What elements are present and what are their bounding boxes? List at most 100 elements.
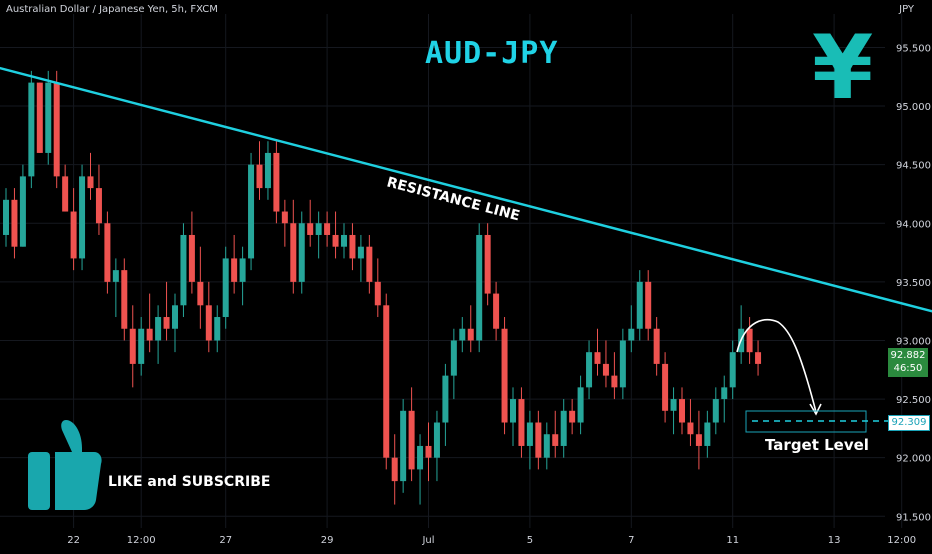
candle-body (256, 164, 263, 189)
resistance-line (0, 66, 932, 313)
x-tick-label: 7 (628, 535, 634, 546)
annotations: RESISTANCE LINE (0, 66, 932, 313)
forecast-arrowhead (809, 403, 822, 416)
bar-countdown: 46:50 (893, 363, 923, 374)
axis-currency: JPY (899, 4, 914, 15)
candle-body (391, 457, 398, 482)
candle-body (408, 410, 415, 470)
like-subscribe-label: LIKE and SUBSCRIBE (108, 474, 271, 490)
target-price-tag: 92.309 (888, 415, 930, 431)
y-tick-label: 92.000 (896, 454, 931, 465)
x-tick-label: 12:00 (127, 535, 156, 546)
candle-body (112, 270, 119, 282)
candle-body (543, 434, 550, 458)
candle-body (332, 234, 339, 247)
candle-body (62, 176, 69, 212)
forecast-arrow (736, 318, 817, 413)
candle-body (670, 399, 677, 411)
y-tick-label: 95.000 (896, 102, 931, 113)
candle-body (307, 223, 314, 235)
candle-body (315, 223, 322, 235)
candle-body (163, 317, 170, 329)
candle-body (222, 258, 229, 318)
candle-series (3, 70, 762, 505)
candle-body (586, 352, 593, 388)
candle-body (704, 422, 711, 446)
candle-body (679, 399, 685, 423)
candle-body (349, 234, 356, 259)
y-tick-label: 94.000 (896, 219, 931, 230)
candle-body (442, 375, 449, 423)
candle-body (695, 434, 702, 446)
candle-body (3, 199, 9, 235)
candle-body (104, 223, 111, 282)
target-level-label: Target Level (765, 436, 869, 454)
candle-body (155, 317, 162, 341)
candle-body (636, 281, 643, 329)
x-tick-label: 22 (67, 535, 80, 546)
candle-body (501, 328, 508, 423)
candle-body (19, 176, 26, 247)
candle-body (138, 328, 145, 364)
candle-body (662, 363, 669, 411)
candle-body (281, 211, 288, 224)
candle-body (146, 328, 153, 341)
current-price: 92.882 (890, 350, 926, 361)
candle-body (248, 164, 255, 259)
candle-body (53, 82, 60, 177)
candle-body (70, 211, 77, 259)
candle-body (366, 246, 373, 282)
candle-body (602, 363, 609, 376)
candle-body (526, 422, 533, 446)
candle-body (417, 445, 424, 470)
candle-body (611, 375, 618, 388)
candle-body (653, 328, 660, 364)
candle-body (721, 387, 728, 400)
candle-body (476, 234, 483, 341)
x-tick-label: 13 (828, 535, 841, 546)
candle-body (459, 328, 466, 341)
candle-body (129, 328, 136, 364)
page-title: AUD-JPY (425, 36, 559, 71)
y-tick-label: 91.500 (896, 512, 931, 523)
x-tick-label: Jul (421, 535, 434, 546)
candle-body (341, 234, 347, 247)
candle-body (231, 258, 238, 282)
candle-body (273, 152, 280, 212)
candle-body (45, 82, 52, 153)
candle-body (518, 399, 525, 446)
candle-body (121, 270, 128, 329)
candle-body (239, 258, 246, 282)
price-axis[interactable]: 91.500 92.000 92.500 93.000 93.500 94.000 94.5… (896, 43, 931, 523)
candle-body (493, 293, 500, 329)
candle-body (755, 352, 762, 364)
y-tick-label: 92.500 (896, 395, 931, 406)
candle-body (214, 317, 221, 341)
candle-body (577, 387, 584, 423)
candle-body (95, 188, 102, 224)
candle-body (36, 82, 43, 153)
candle-body (467, 328, 474, 341)
thumbs-up-icon (28, 420, 102, 510)
candle-body (383, 305, 390, 458)
y-tick-label: 95.500 (896, 43, 931, 54)
candle-body (11, 199, 18, 247)
candle-body (560, 410, 567, 446)
candle-body (188, 234, 195, 282)
y-tick-label: 94.500 (896, 161, 931, 172)
yen-icon: ¥ (812, 16, 874, 119)
x-tick-label: 11 (726, 535, 739, 546)
candle-body (510, 399, 516, 423)
candle-body (172, 305, 178, 329)
candle-body (28, 82, 35, 177)
candle-body (180, 234, 187, 306)
candle-body (746, 328, 753, 353)
candle-body (79, 176, 86, 259)
candle-body (324, 223, 331, 235)
candle-body (552, 434, 559, 446)
x-tick-label: 5 (527, 535, 533, 546)
candle-body (425, 445, 432, 458)
